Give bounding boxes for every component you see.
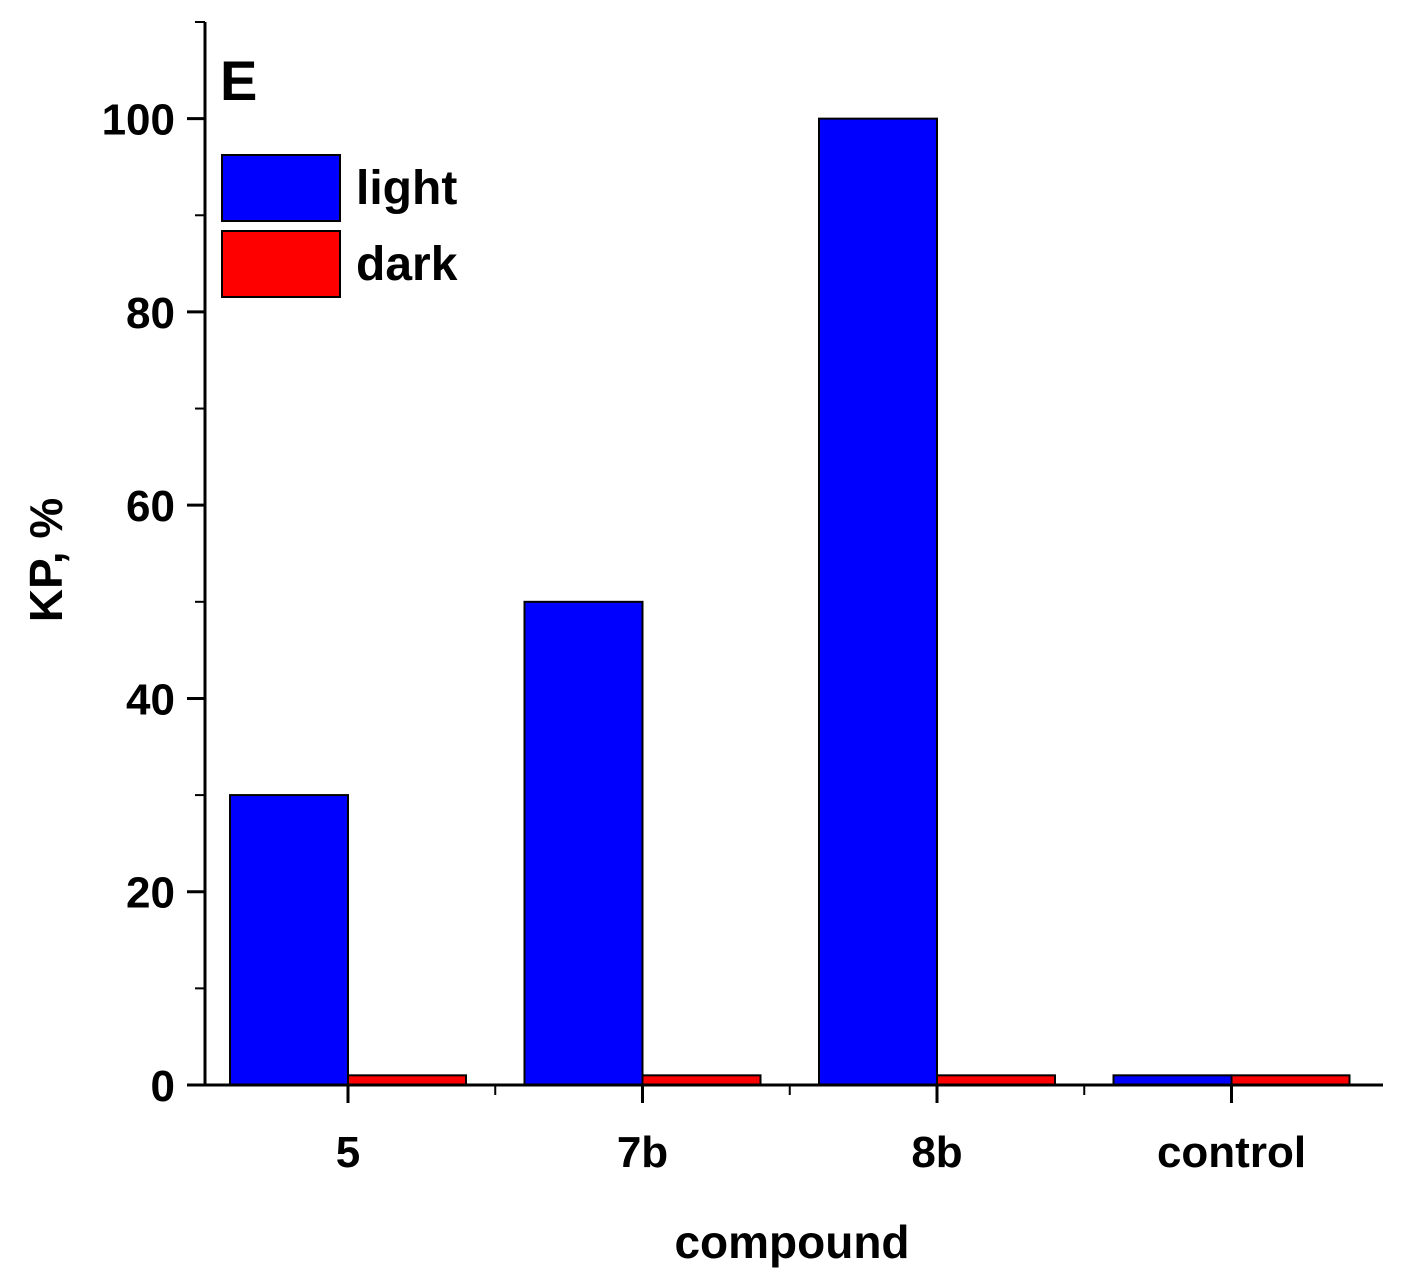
legend-swatch-light xyxy=(221,154,341,222)
x-tick-label: control xyxy=(1157,1128,1306,1177)
panel-label: E xyxy=(220,49,257,112)
x-axis-title: compound xyxy=(674,1216,909,1268)
y-tick-label: 40 xyxy=(126,675,175,724)
bars-layer xyxy=(229,117,1351,1087)
y-tick-label: 60 xyxy=(126,482,175,531)
y-tick-label: 0 xyxy=(151,1062,175,1111)
bar-light-5 xyxy=(229,794,349,1086)
y-tick-label: 20 xyxy=(126,869,175,918)
legend-swatch-dark xyxy=(221,230,341,298)
legend-label-light: light xyxy=(356,162,457,215)
y-tick-label: 80 xyxy=(126,289,175,338)
bar-light-7b xyxy=(523,600,644,1086)
legend-label-dark: dark xyxy=(356,238,458,291)
x-tick-label: 5 xyxy=(336,1128,360,1177)
axes-layer: 0 20 40 60 80 100 5 7b 8b control xyxy=(102,21,1383,1177)
x-tick-label: 8b xyxy=(911,1128,962,1177)
y-tick-label: 100 xyxy=(102,96,175,145)
y-axis-title: KP, % xyxy=(20,498,72,622)
x-tick-label: 7b xyxy=(617,1128,668,1177)
bar-light-8b xyxy=(818,117,938,1087)
legend: light dark xyxy=(221,154,458,298)
